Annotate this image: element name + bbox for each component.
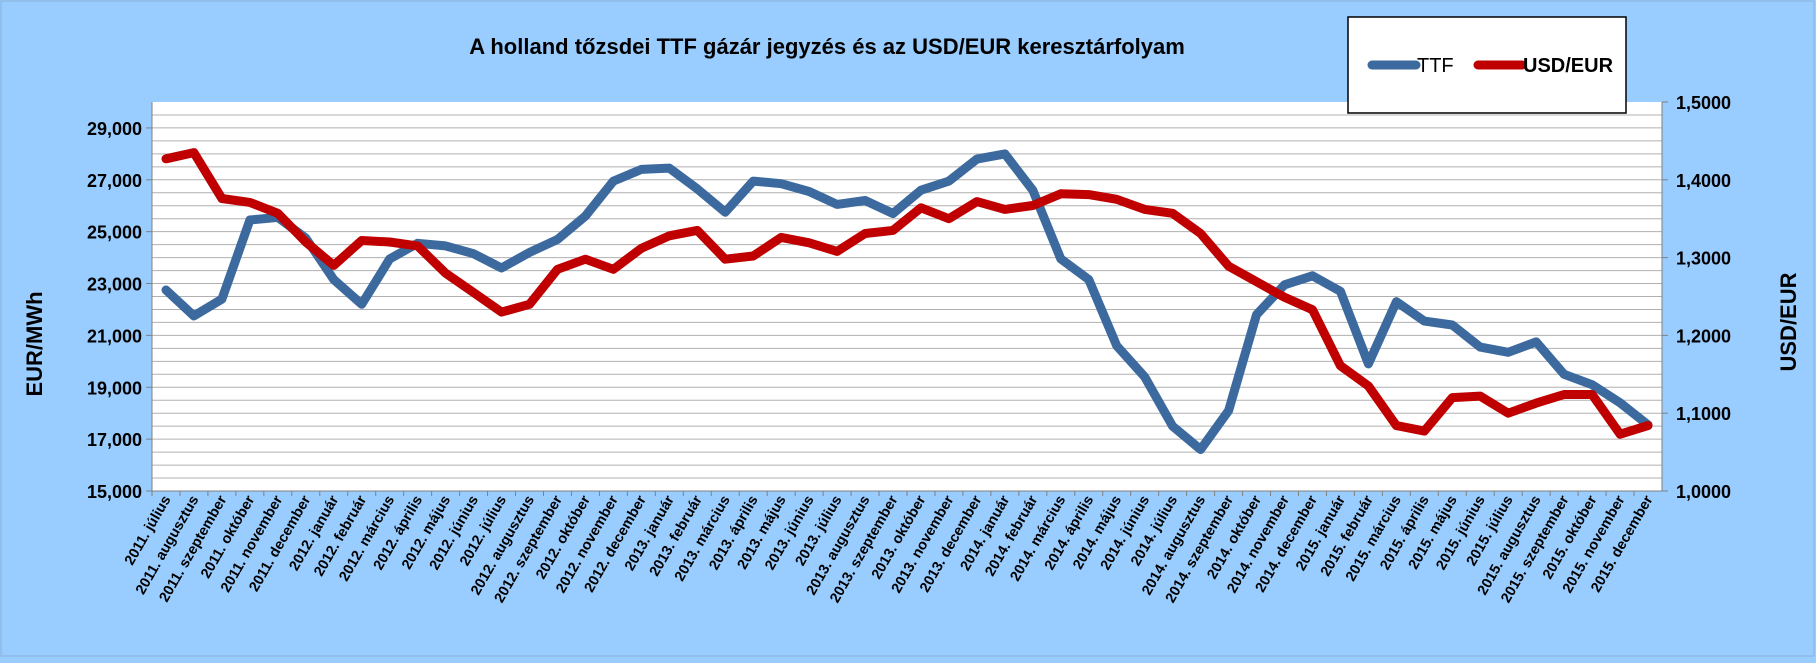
y-tick-label: 25,000 xyxy=(87,223,142,243)
y2-tick-label: 1,4000 xyxy=(1676,171,1731,191)
y2-tick-label: 1,2000 xyxy=(1676,326,1731,346)
legend-label-ttf: TTF xyxy=(1417,55,1454,77)
y-axis-label: EUR/MWh xyxy=(22,291,47,396)
y-tick-label: 19,000 xyxy=(87,378,142,398)
legend: TTF USD/EUR xyxy=(1347,16,1627,114)
y-tick-label: 21,000 xyxy=(87,326,142,346)
y-tick-label: 17,000 xyxy=(87,430,142,450)
y2-axis-label: USD/EUR xyxy=(1776,272,1801,371)
y-ticks: 15,000 17,000 19,000 21,000 23,000 25,000 27,0… xyxy=(87,119,152,502)
y-tick-label: 29,000 xyxy=(87,119,142,139)
y-tick-label: 15,000 xyxy=(87,482,142,502)
series-layer xyxy=(161,148,1653,454)
series-line-usdeur xyxy=(161,148,1653,439)
y2-tick-label: 1,1000 xyxy=(1676,404,1731,424)
y-tick-label: 23,000 xyxy=(87,275,142,295)
y2-tick-label: 1,0000 xyxy=(1676,482,1731,502)
y2-ticks: 1,0000 1,1000 1,2000 1,3000 1,4000 1,5000 xyxy=(1662,93,1731,502)
chart-title: A holland tőzsdei TTF gázár jegyzés és a… xyxy=(469,34,1185,59)
legend-label-usdeur: USD/EUR xyxy=(1523,55,1614,77)
y2-tick-label: 1,3000 xyxy=(1676,249,1731,269)
y-tick-label: 27,000 xyxy=(87,171,142,191)
y2-tick-label: 1,5000 xyxy=(1676,93,1731,113)
